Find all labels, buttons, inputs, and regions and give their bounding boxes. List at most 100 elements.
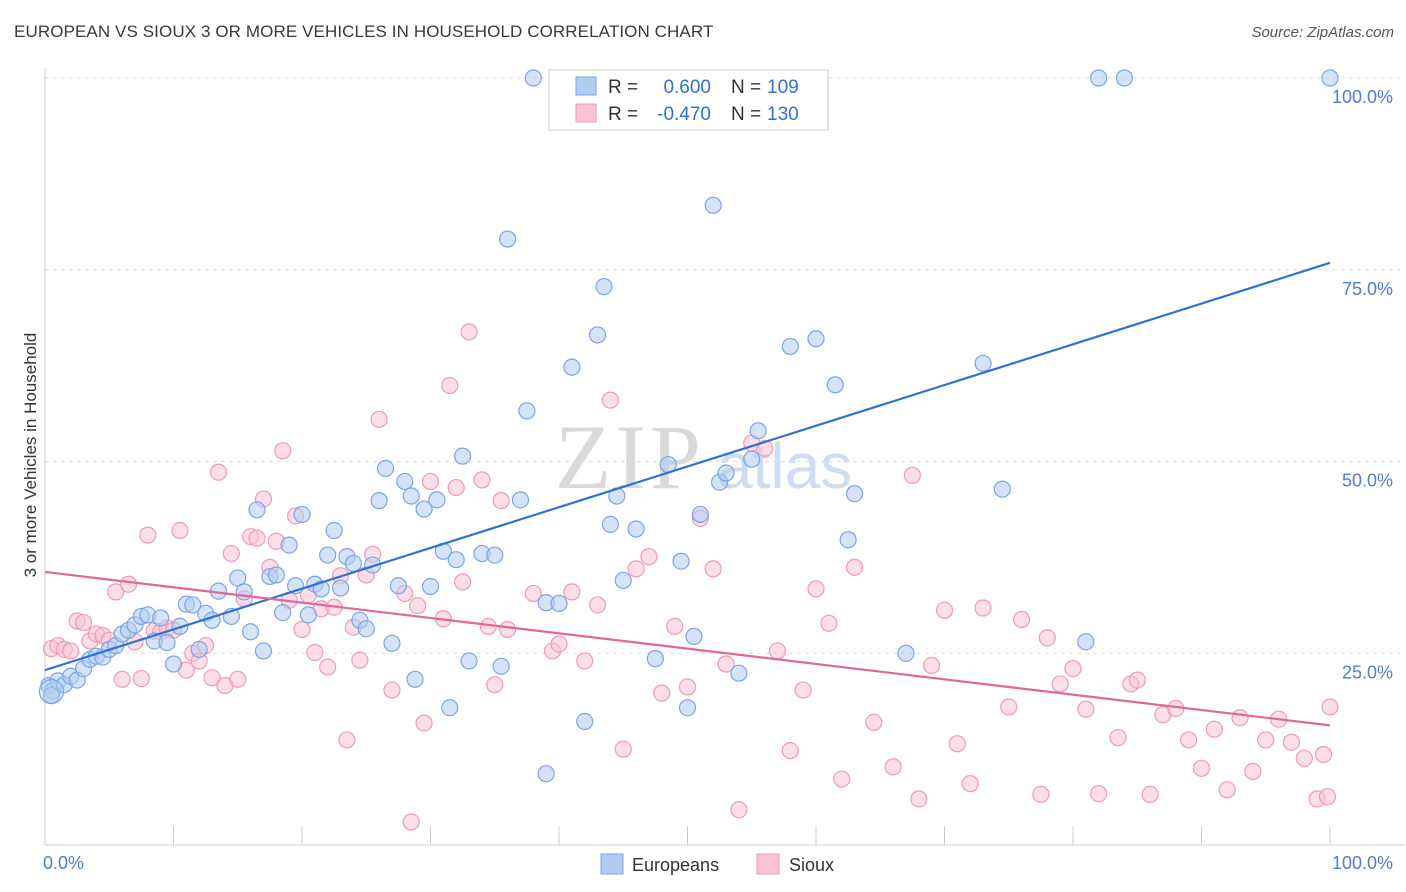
europeans-point-31 — [242, 623, 260, 641]
stats-n-label-2: N = — [731, 104, 761, 125]
sioux-point-125 — [1282, 733, 1301, 751]
europeans-point-37 — [280, 536, 298, 554]
source-credit: Source: ZipAtlas.com — [1251, 24, 1394, 41]
sioux-point-52 — [383, 681, 401, 699]
europeans-point-57 — [406, 670, 424, 688]
y-tick-label-0: 25.0% — [1342, 662, 1393, 682]
europeans-point-51 — [370, 492, 388, 510]
europeans-point-87 — [691, 505, 709, 524]
sioux-point-105 — [1032, 785, 1050, 803]
series-europeans-points — [38, 69, 1339, 783]
legend-label-europeans: Europeans — [632, 855, 719, 875]
sioux-point-29 — [229, 670, 247, 688]
europeans-point-65 — [460, 652, 478, 670]
europeans-point-69 — [499, 230, 517, 248]
sioux-point-80 — [678, 678, 697, 696]
europeans-point-86 — [685, 627, 703, 645]
legend: Europeans Sioux — [600, 853, 834, 875]
europeans-point-92 — [743, 450, 761, 468]
sioux-point-25 — [203, 669, 221, 687]
sioux-point-72 — [576, 652, 594, 670]
europeans-point-76 — [588, 326, 607, 344]
europeans-point-107 — [1321, 69, 1339, 87]
sioux-point-61 — [454, 573, 472, 591]
tick-labels: 0.0% 100.0% 25.0% 50.0% 75.0% 100.0% — [43, 87, 1393, 873]
europeans-point-94 — [781, 337, 799, 356]
europeans-point-55 — [396, 472, 414, 491]
sioux-point-97 — [910, 790, 928, 808]
sioux-point-14 — [132, 669, 150, 688]
europeans-point-44 — [325, 521, 343, 540]
europeans-point-64 — [454, 447, 472, 465]
sioux-point-113 — [1128, 671, 1146, 689]
sioux-point-15 — [139, 526, 157, 544]
europeans-point-19 — [158, 633, 176, 652]
y-tick-label-1: 50.0% — [1342, 471, 1393, 491]
europeans-point-84 — [672, 552, 690, 570]
sioux-point-87 — [768, 642, 787, 660]
sioux-point-128 — [1314, 745, 1333, 764]
trend-line-sioux — [44, 570, 1331, 727]
sioux-point-68 — [524, 584, 542, 603]
europeans-point-81 — [627, 520, 645, 538]
legend-swatch-europeans — [600, 853, 624, 875]
europeans-point-45 — [331, 579, 350, 597]
europeans-point-90 — [717, 464, 735, 482]
stats-swatch-sioux — [575, 103, 597, 123]
sioux-point-54 — [402, 813, 420, 831]
stats-box: R = 0.600 N = 109 R = -0.470 N = 130 — [548, 69, 829, 131]
europeans-point-58 — [415, 500, 433, 518]
stats-n-value-1: 109 — [767, 77, 799, 98]
sioux-point-95 — [884, 758, 902, 776]
europeans-point-101 — [993, 480, 1011, 498]
sioux-point-83 — [717, 655, 735, 673]
europeans-point-18 — [152, 609, 170, 627]
europeans-point-50 — [364, 556, 382, 574]
europeans-point-35 — [267, 566, 285, 584]
sioux-point-101 — [961, 775, 979, 793]
sioux-point-56 — [415, 714, 433, 732]
sioux-point-65 — [486, 676, 504, 694]
sioux-point-11 — [113, 670, 131, 688]
sioux-point-93 — [845, 558, 864, 576]
europeans-point-52 — [376, 459, 395, 478]
sioux-point-67 — [499, 620, 517, 639]
europeans-point-104 — [524, 69, 542, 87]
sioux-point-57 — [421, 472, 440, 491]
europeans-point-40 — [299, 606, 318, 624]
sioux-point-43 — [319, 658, 337, 676]
x-tick-label-end: 100.0% — [1332, 853, 1393, 873]
sioux-point-55 — [409, 597, 427, 615]
europeans-point-95 — [807, 330, 825, 348]
europeans-point-67 — [486, 546, 504, 564]
europeans-point-53 — [383, 634, 401, 652]
sioux-point-28 — [222, 544, 240, 563]
sioux-point-88 — [781, 742, 799, 760]
sioux-point-48 — [351, 651, 369, 669]
y-tick-label-2: 75.0% — [1342, 279, 1393, 299]
trend-lines — [44, 261, 1331, 727]
axes — [44, 68, 1405, 846]
sioux-point-5 — [74, 613, 93, 632]
x-tick-label-start: 0.0% — [43, 853, 84, 873]
sioux-point-130 — [1318, 788, 1337, 806]
europeans-point-70 — [511, 491, 530, 509]
europeans-point-74 — [563, 358, 581, 376]
sioux-point-12 — [119, 575, 138, 593]
europeans-point-96 — [826, 376, 844, 394]
sioux-point-77 — [640, 548, 658, 566]
sioux-point-76 — [627, 560, 645, 578]
legend-swatch-sioux — [756, 853, 780, 875]
sioux-point-104 — [1012, 610, 1031, 629]
sioux-point-92 — [833, 770, 851, 788]
sioux-point-73 — [588, 596, 607, 614]
sioux-point-102 — [974, 599, 992, 617]
sioux-point-118 — [1192, 759, 1211, 777]
sioux-point-108 — [1064, 659, 1082, 678]
europeans-point-100 — [974, 354, 992, 372]
sioux-point-114 — [1141, 785, 1159, 803]
sioux-point-20 — [171, 521, 189, 540]
y-axis-label: 3 or more Vehicles in Household — [21, 333, 40, 578]
stats-n-value-2: 130 — [767, 104, 799, 125]
